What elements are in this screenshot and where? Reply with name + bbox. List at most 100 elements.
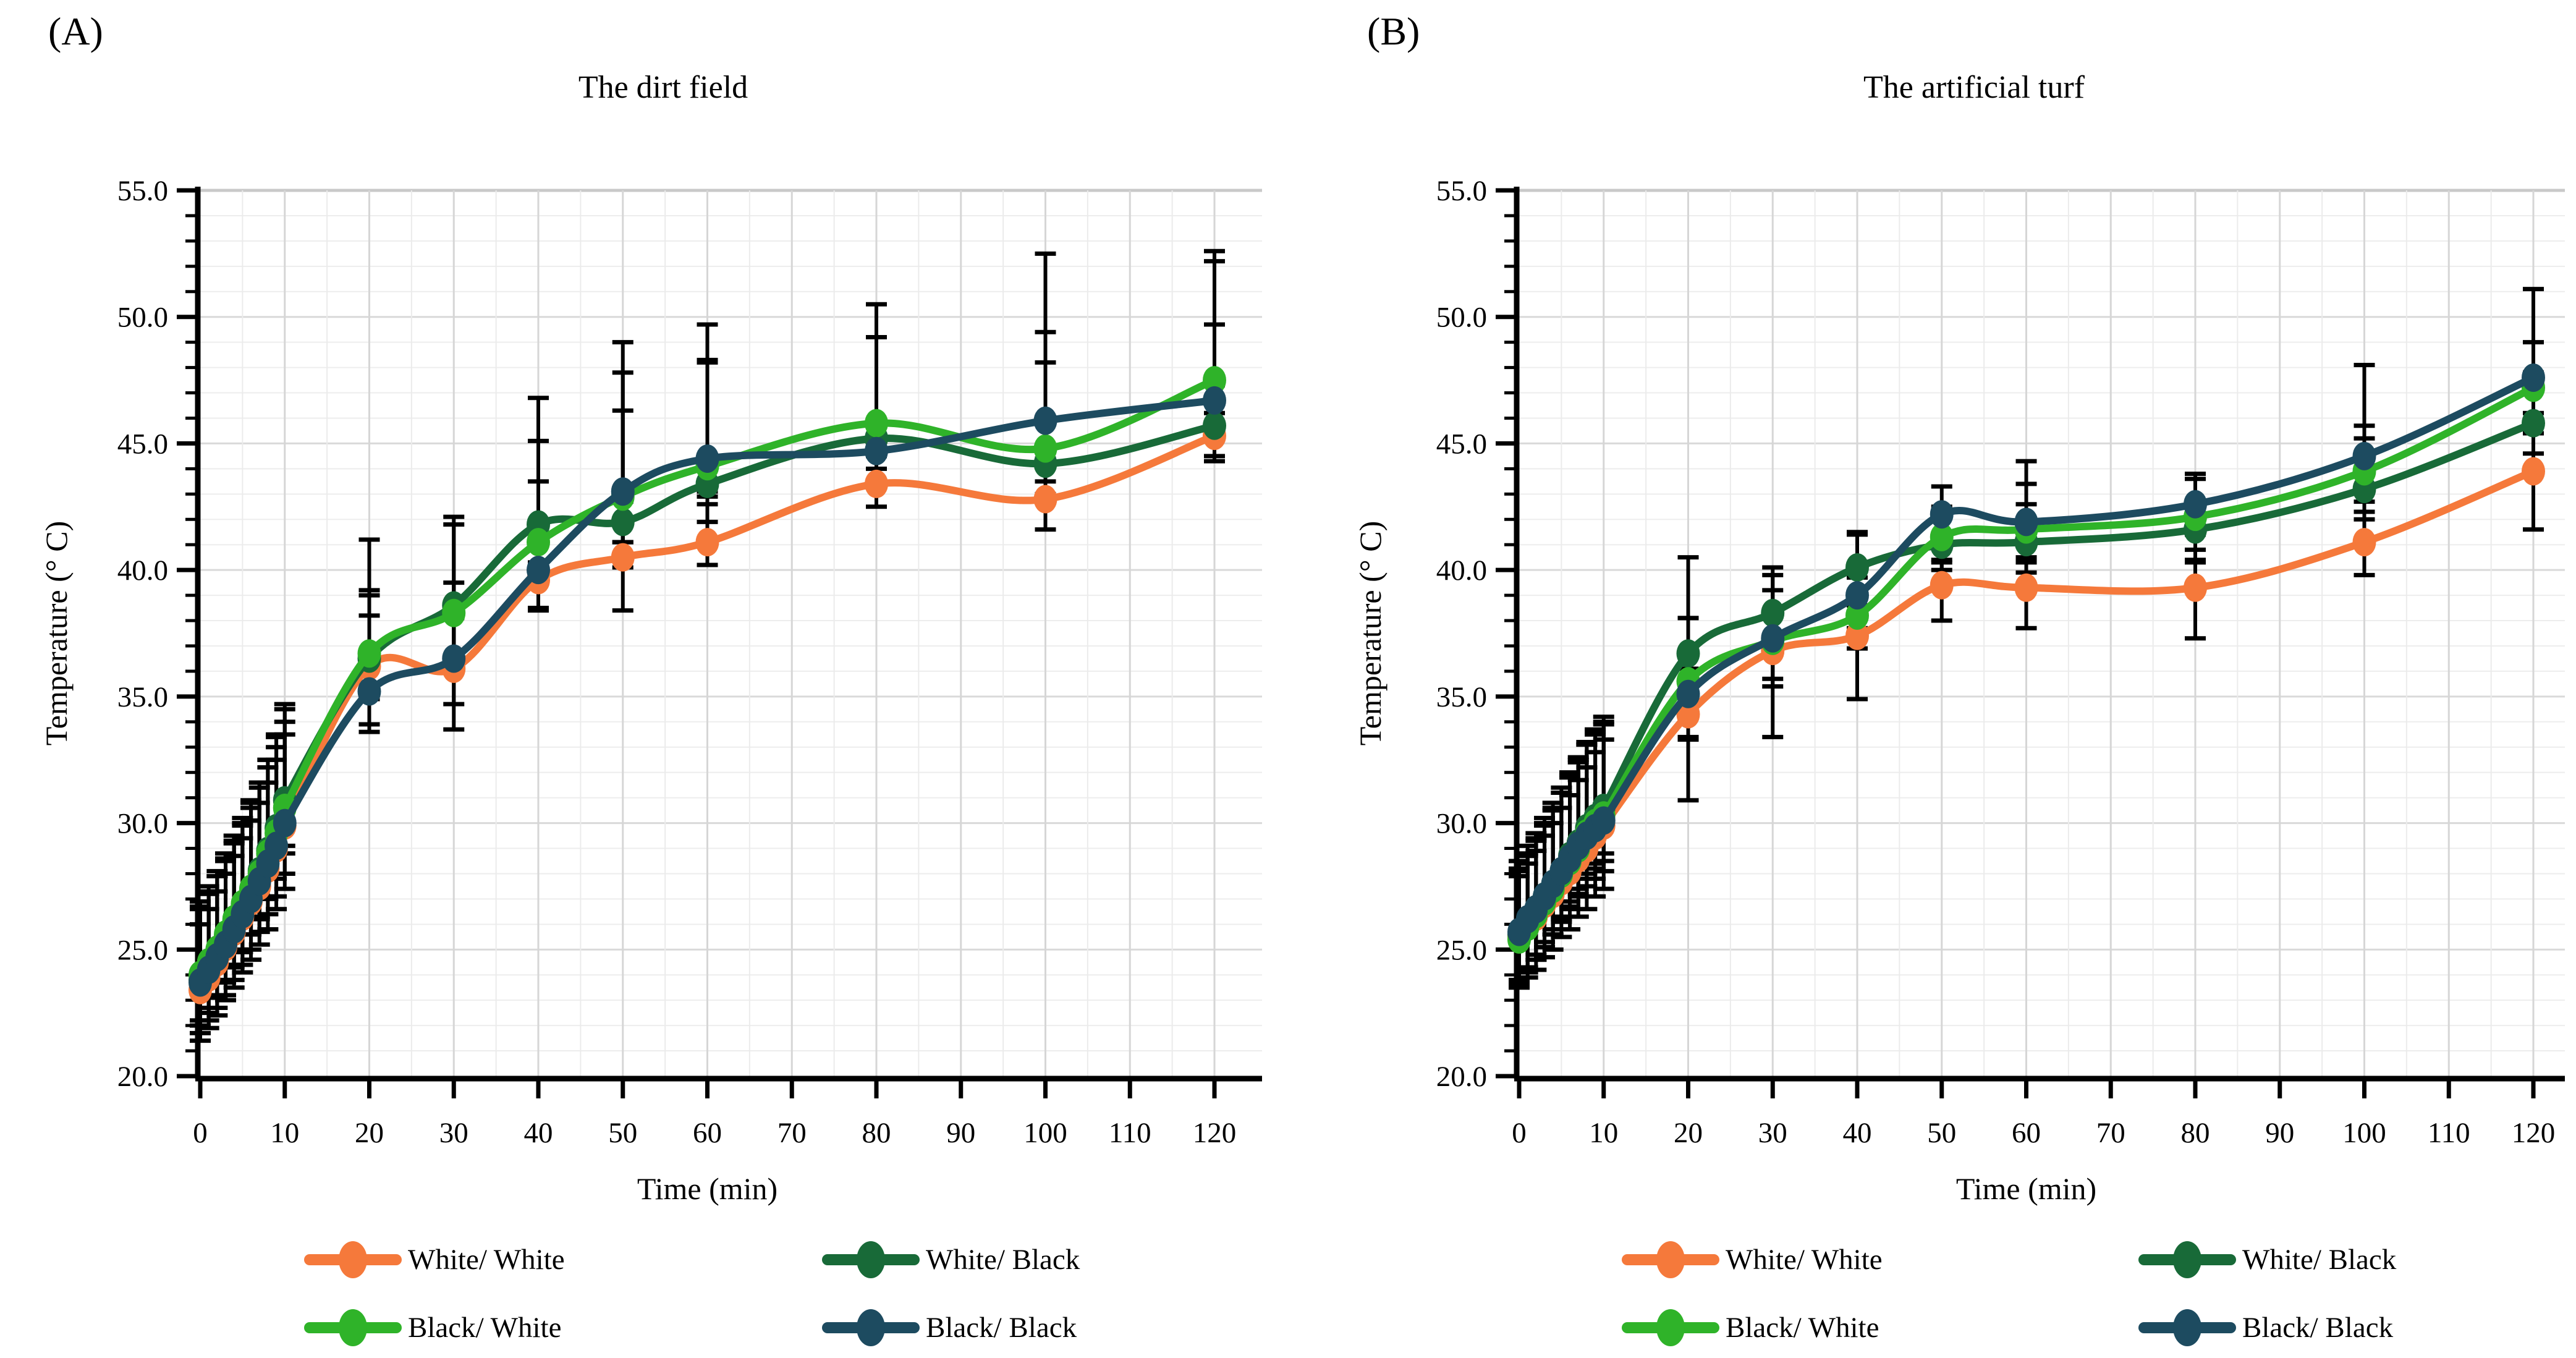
data-point [1845, 553, 1869, 582]
x-tick-label: 110 [1109, 1117, 1151, 1149]
y-tick-label: 25.0 [117, 934, 168, 966]
y-tick-label: 40.0 [1436, 554, 1487, 587]
gridlines [1519, 189, 2565, 1076]
y-tick-label: 40.0 [117, 554, 168, 587]
x-tick-label: 100 [2342, 1117, 2386, 1149]
legend-label: Black/ White [408, 1312, 562, 1344]
data-point [2352, 441, 2376, 470]
data-point [611, 477, 635, 506]
y-tick-label: 55.0 [1436, 175, 1487, 207]
legend-label: Black/ Black [2242, 1312, 2394, 1344]
legend-item-black-black[interactable]: Black/ Black [2138, 1303, 2393, 1352]
data-point [2352, 528, 2376, 557]
data-point [695, 444, 719, 473]
x-tick-label: 20 [355, 1117, 384, 1149]
x-tick-label: 110 [2428, 1117, 2470, 1149]
x-tick-label: 30 [439, 1117, 468, 1149]
data-point [1930, 500, 1954, 529]
x-tick-label: 10 [1589, 1117, 1618, 1149]
legend-item-white-black[interactable]: White/ Black [2138, 1235, 2396, 1284]
data-point [265, 831, 289, 860]
data-point [865, 409, 888, 438]
x-tick-label: 100 [1023, 1117, 1067, 1149]
legend-line-dot-icon [2138, 1235, 2236, 1284]
axis-ticks [1496, 188, 2536, 1098]
data-point [2184, 573, 2207, 602]
y-tick-label: 30.0 [1436, 808, 1487, 840]
x-tick-label: 50 [1927, 1117, 1956, 1149]
y-tick-label: 50.0 [117, 302, 168, 334]
x-tick-label: 0 [1512, 1117, 1527, 1149]
chart-title: The artificial turf [1863, 70, 2085, 105]
legend-item-black-black[interactable]: Black/ Black [822, 1303, 1077, 1352]
tick-labels: 20.0 25.0 30.0 35.0 40.0 45.0 50.0 55.0 0 10 20 30 4… [117, 175, 1237, 1149]
x-tick-label: 40 [524, 1117, 553, 1149]
x-tick-label: 60 [2012, 1117, 2041, 1149]
x-tick-label: 90 [946, 1117, 975, 1149]
data-point [1845, 621, 1869, 650]
data-point [1930, 522, 1954, 551]
data-point [2184, 490, 2207, 519]
legend-item-white-black[interactable]: White/ Black [822, 1235, 1080, 1284]
chart-title: The dirt field [578, 70, 748, 105]
tick-labels: 20.0 25.0 30.0 35.0 40.0 45.0 50.0 55.0 0 10 20 30 4… [1436, 175, 2556, 1149]
x-tick-label: 50 [608, 1117, 637, 1149]
legend-line-dot-icon [822, 1235, 920, 1284]
legend-line-dot-icon [2138, 1303, 2236, 1352]
x-tick-label: 40 [1843, 1117, 1872, 1149]
data-point [1033, 434, 1057, 463]
data-point [2014, 507, 2038, 537]
data-point [1676, 700, 1700, 729]
x-tick-label: 70 [2096, 1117, 2125, 1149]
data-point [1676, 639, 1700, 668]
artificial-turf-chart: 20.0 25.0 30.0 35.0 40.0 45.0 50.0 55.0 0 10 20 30 4… [1353, 70, 2565, 1206]
data-point [611, 543, 635, 572]
data-point [865, 469, 888, 498]
x-tick-label: 10 [270, 1117, 299, 1149]
data-point [1761, 624, 1785, 653]
x-axis-title: Time (min) [637, 1171, 777, 1206]
x-tick-label: 70 [777, 1117, 807, 1149]
data-point [1033, 406, 1057, 435]
legend-item-black-white[interactable]: Black/ White [1622, 1303, 1879, 1352]
data-point [2522, 457, 2545, 486]
data-point [1203, 366, 1226, 395]
data-point [865, 436, 888, 465]
data-point [357, 677, 381, 706]
y-axis-title: Temperature (° C) [1353, 521, 1388, 746]
legend-label: White/ White [408, 1244, 565, 1276]
data-point [1845, 581, 1869, 610]
y-tick-label: 55.0 [117, 175, 168, 207]
legend-label: Black/ Black [926, 1312, 1077, 1344]
legend-item-black-white[interactable]: Black/ White [304, 1303, 561, 1352]
data-point [273, 808, 297, 838]
data-point [1203, 386, 1226, 415]
data-point [357, 639, 381, 668]
legend-line-dot-icon [1622, 1303, 1719, 1352]
y-tick-label: 30.0 [117, 808, 168, 840]
y-axis-title: Temperature (° C) [39, 521, 74, 746]
data-point [1845, 601, 1869, 630]
data-point [1930, 571, 1954, 600]
series-black-black [1507, 363, 2545, 946]
legend-label: White/ White [1726, 1244, 1883, 1276]
x-tick-label: 120 [2512, 1117, 2556, 1149]
data-point [1761, 598, 1785, 627]
legend-line-dot-icon [304, 1303, 402, 1352]
x-tick-label: 60 [693, 1117, 722, 1149]
panel-dirt-field: (A) 20.0 25.0 30.0 35.0 40.0 45.0 50.0 55.0 0 10 2… [39, 9, 1262, 1352]
y-tick-label: 25.0 [1436, 934, 1487, 966]
x-tick-label: 90 [2265, 1117, 2294, 1149]
data-point [1033, 485, 1057, 514]
data-point [611, 507, 635, 537]
data-point [2522, 409, 2545, 438]
data-point [1676, 679, 1700, 708]
legend-item-white-white[interactable]: White/ White [1622, 1235, 1883, 1284]
x-tick-label: 80 [2181, 1117, 2210, 1149]
y-tick-label: 45.0 [117, 428, 168, 460]
y-tick-label: 50.0 [1436, 302, 1487, 334]
y-tick-label: 20.0 [1436, 1061, 1487, 1093]
legend-item-white-white[interactable]: White/ White [304, 1235, 565, 1284]
data-point [442, 598, 466, 627]
